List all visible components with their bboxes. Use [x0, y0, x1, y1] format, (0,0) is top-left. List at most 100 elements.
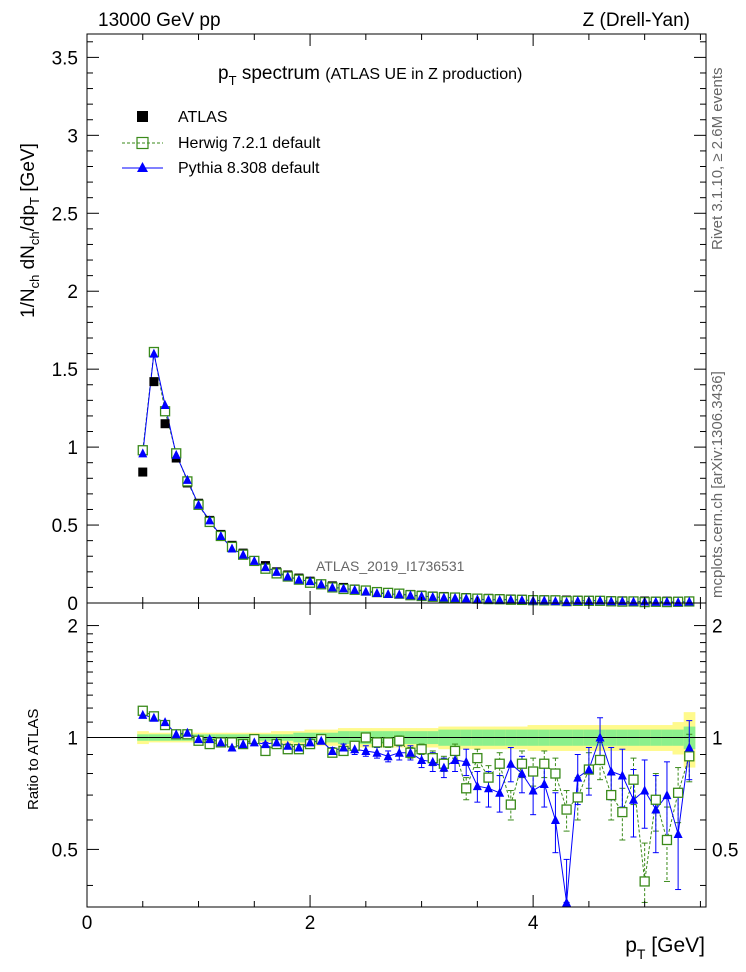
main-point-atlas: [138, 467, 148, 477]
ratio-point-herwig: [360, 732, 371, 743]
ratio-point-herwig: [672, 787, 684, 798]
ratio-point-pythia: [238, 739, 248, 749]
ratio-point-pythia: [305, 737, 315, 747]
ratio-point-herwig: [650, 794, 661, 805]
xtick-label: 0: [82, 913, 93, 934]
ratio-point-pythia: [562, 897, 572, 907]
legend-pythia-marker: [137, 162, 148, 172]
main-point-pythia: [651, 596, 661, 606]
ratio-point-pythia: [606, 766, 616, 776]
ratio-point-pythia: [662, 790, 672, 800]
title-paren: (ATLAS UE in Z production): [325, 66, 522, 83]
ratio-point-herwig: [594, 754, 606, 766]
ratio-point-pythia: [472, 781, 482, 791]
main-point-pythia: [428, 591, 438, 601]
ratio-point-herwig: [606, 789, 617, 801]
ratio-point-pythia: [283, 740, 293, 750]
ratio-ytick-label-right: 0.5: [712, 840, 738, 861]
ratio-data-layer: [87, 705, 706, 907]
ratio-point-pythia: [617, 770, 627, 780]
ratio-point-pythia: [517, 768, 527, 778]
ratio-point-herwig: [661, 834, 673, 846]
ratio-ytick-label-left: 1: [67, 728, 78, 749]
main-ylabel: 1/Nch dNch/dpT [GeV]: [18, 143, 42, 318]
main-point-pythia: [417, 591, 427, 601]
ratio-ytick-label-left: 0.5: [52, 840, 78, 861]
ratio-point-pythia: [171, 729, 181, 739]
ratio-point-herwig: [371, 737, 383, 748]
xtick-label: 2: [305, 913, 316, 934]
ratio-point-pythia: [216, 737, 226, 747]
main-point-pythia: [484, 594, 494, 604]
main-ytick-label: 1.5: [52, 360, 78, 381]
ratio-point-herwig: [527, 766, 539, 777]
main-point-pythia: [316, 579, 326, 589]
header-right: Z (Drell-Yan): [583, 10, 690, 31]
ratio-point-pythia: [629, 794, 639, 804]
main-point-pythia: [216, 530, 226, 540]
xlabel-sub: T: [637, 946, 646, 962]
ratio-point-herwig: [550, 768, 561, 779]
ratio-point-pythia: [428, 756, 438, 766]
main-title: pT spectrum (ATLAS UE in Z production): [218, 63, 522, 88]
ratio-point-pythia: [327, 745, 337, 755]
ratio-point-pythia: [227, 742, 237, 752]
main-point-pythia: [249, 555, 259, 565]
ratio-point-pythia: [249, 737, 259, 747]
ratio-point-herwig: [483, 772, 494, 783]
main-point-pythia: [327, 582, 337, 592]
ratio-point-herwig: [394, 735, 405, 746]
main-point-pythia: [138, 448, 148, 458]
ratio-point-pythia: [383, 751, 393, 761]
ratio-point-pythia: [372, 747, 382, 757]
main-ytick-label: 0.5: [52, 516, 78, 537]
ratio-point-pythia: [272, 737, 282, 747]
main-ytick-label: 0: [67, 594, 78, 615]
ratio-point-herwig: [617, 806, 628, 818]
main-point-pythia: [450, 592, 460, 602]
ratio-point-herwig: [382, 737, 394, 748]
xlabel-rest: [GeV]: [651, 934, 705, 957]
main-point-pythia: [205, 515, 215, 525]
ratio-point-pythia: [495, 787, 505, 797]
main-point-pythia: [260, 562, 270, 572]
main-point-atlas: [149, 377, 159, 387]
ratio-point-pythia: [640, 785, 650, 795]
ratio-point-pythia: [484, 783, 494, 793]
ratio-point-pythia: [182, 727, 192, 737]
main-point-pythia: [673, 597, 683, 607]
ratio-ytick-label-left: 2: [67, 617, 78, 638]
legend-herwig-label: Herwig 7.2.1 default: [178, 135, 321, 152]
ratio-point-pythia: [316, 735, 326, 745]
main-point-pythia: [339, 583, 349, 593]
main-point-pythia: [227, 543, 237, 553]
ratio-point-pythia: [595, 732, 605, 742]
ratio-point-herwig: [449, 745, 461, 757]
ratio-point-pythia: [194, 734, 204, 744]
main-point-pythia: [562, 596, 572, 606]
ratio-point-herwig: [539, 758, 550, 769]
title-sub: T: [229, 73, 237, 88]
main-point-pythia: [595, 595, 605, 605]
main-point-pythia: [238, 549, 248, 559]
main-point-pythia: [194, 499, 204, 509]
main-ytick-label: 3: [67, 126, 78, 147]
ratio-point-pythia: [506, 758, 516, 768]
ratio-point-herwig: [494, 758, 505, 769]
xtick-label: 4: [528, 913, 539, 934]
ratio-point-herwig: [684, 751, 695, 762]
main-point-pythia: [372, 588, 382, 598]
ratio-ytick-label-right: 1: [712, 728, 723, 749]
legend-atlas-marker: [137, 111, 148, 122]
main-point-atlas: [160, 419, 170, 429]
rivet-label: Rivet 3.1.10, ≥ 2.6M events: [709, 68, 726, 251]
main-point-pythia: [383, 588, 393, 598]
ratio-point-pythia: [684, 742, 694, 752]
main-point-pythia: [461, 593, 471, 603]
ratio-point-pythia: [450, 754, 460, 764]
mcplots-label: mcplots.cern.ch [arXiv:1306.3436]: [709, 371, 726, 598]
ratio-point-herwig: [461, 783, 472, 794]
ratio-point-pythia: [361, 745, 371, 755]
ratio-point-pythia: [205, 734, 215, 744]
